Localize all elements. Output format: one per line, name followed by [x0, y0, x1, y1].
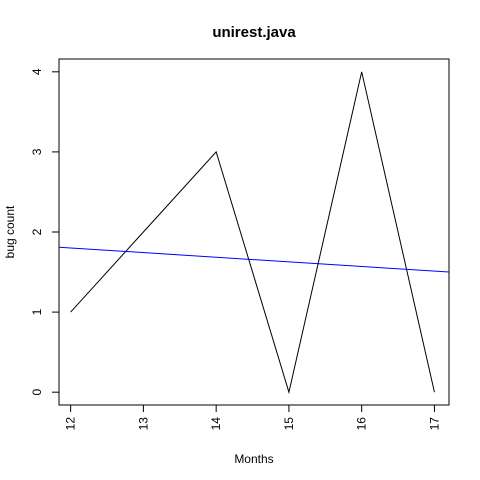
x-tick-label: 17: [427, 417, 441, 431]
trend-line: [58, 246, 450, 273]
y-tick-label: 4: [30, 68, 44, 75]
x-tick-label: 16: [355, 417, 369, 431]
x-axis: 12 13 14 15 16 17: [64, 405, 441, 431]
x-tick-label: 14: [209, 417, 223, 431]
y-tick-label: 0: [30, 389, 44, 396]
x-tick-label: 12: [64, 417, 78, 431]
plot-frame: [58, 58, 450, 406]
chart-title: unirest.java: [212, 24, 296, 41]
y-tick-label: 2: [30, 228, 44, 235]
y-tick-label: 1: [30, 308, 44, 315]
y-axis-label: bug count: [3, 205, 17, 258]
x-axis-label: Months: [234, 452, 273, 466]
x-tick-label: 13: [136, 417, 150, 431]
y-tick-label: 3: [30, 148, 44, 155]
x-tick-label: 15: [282, 417, 296, 431]
series-layer: [58, 71, 450, 395]
y-axis: 0 1 2 3 4: [30, 68, 59, 396]
series-line-0: [70, 71, 435, 395]
